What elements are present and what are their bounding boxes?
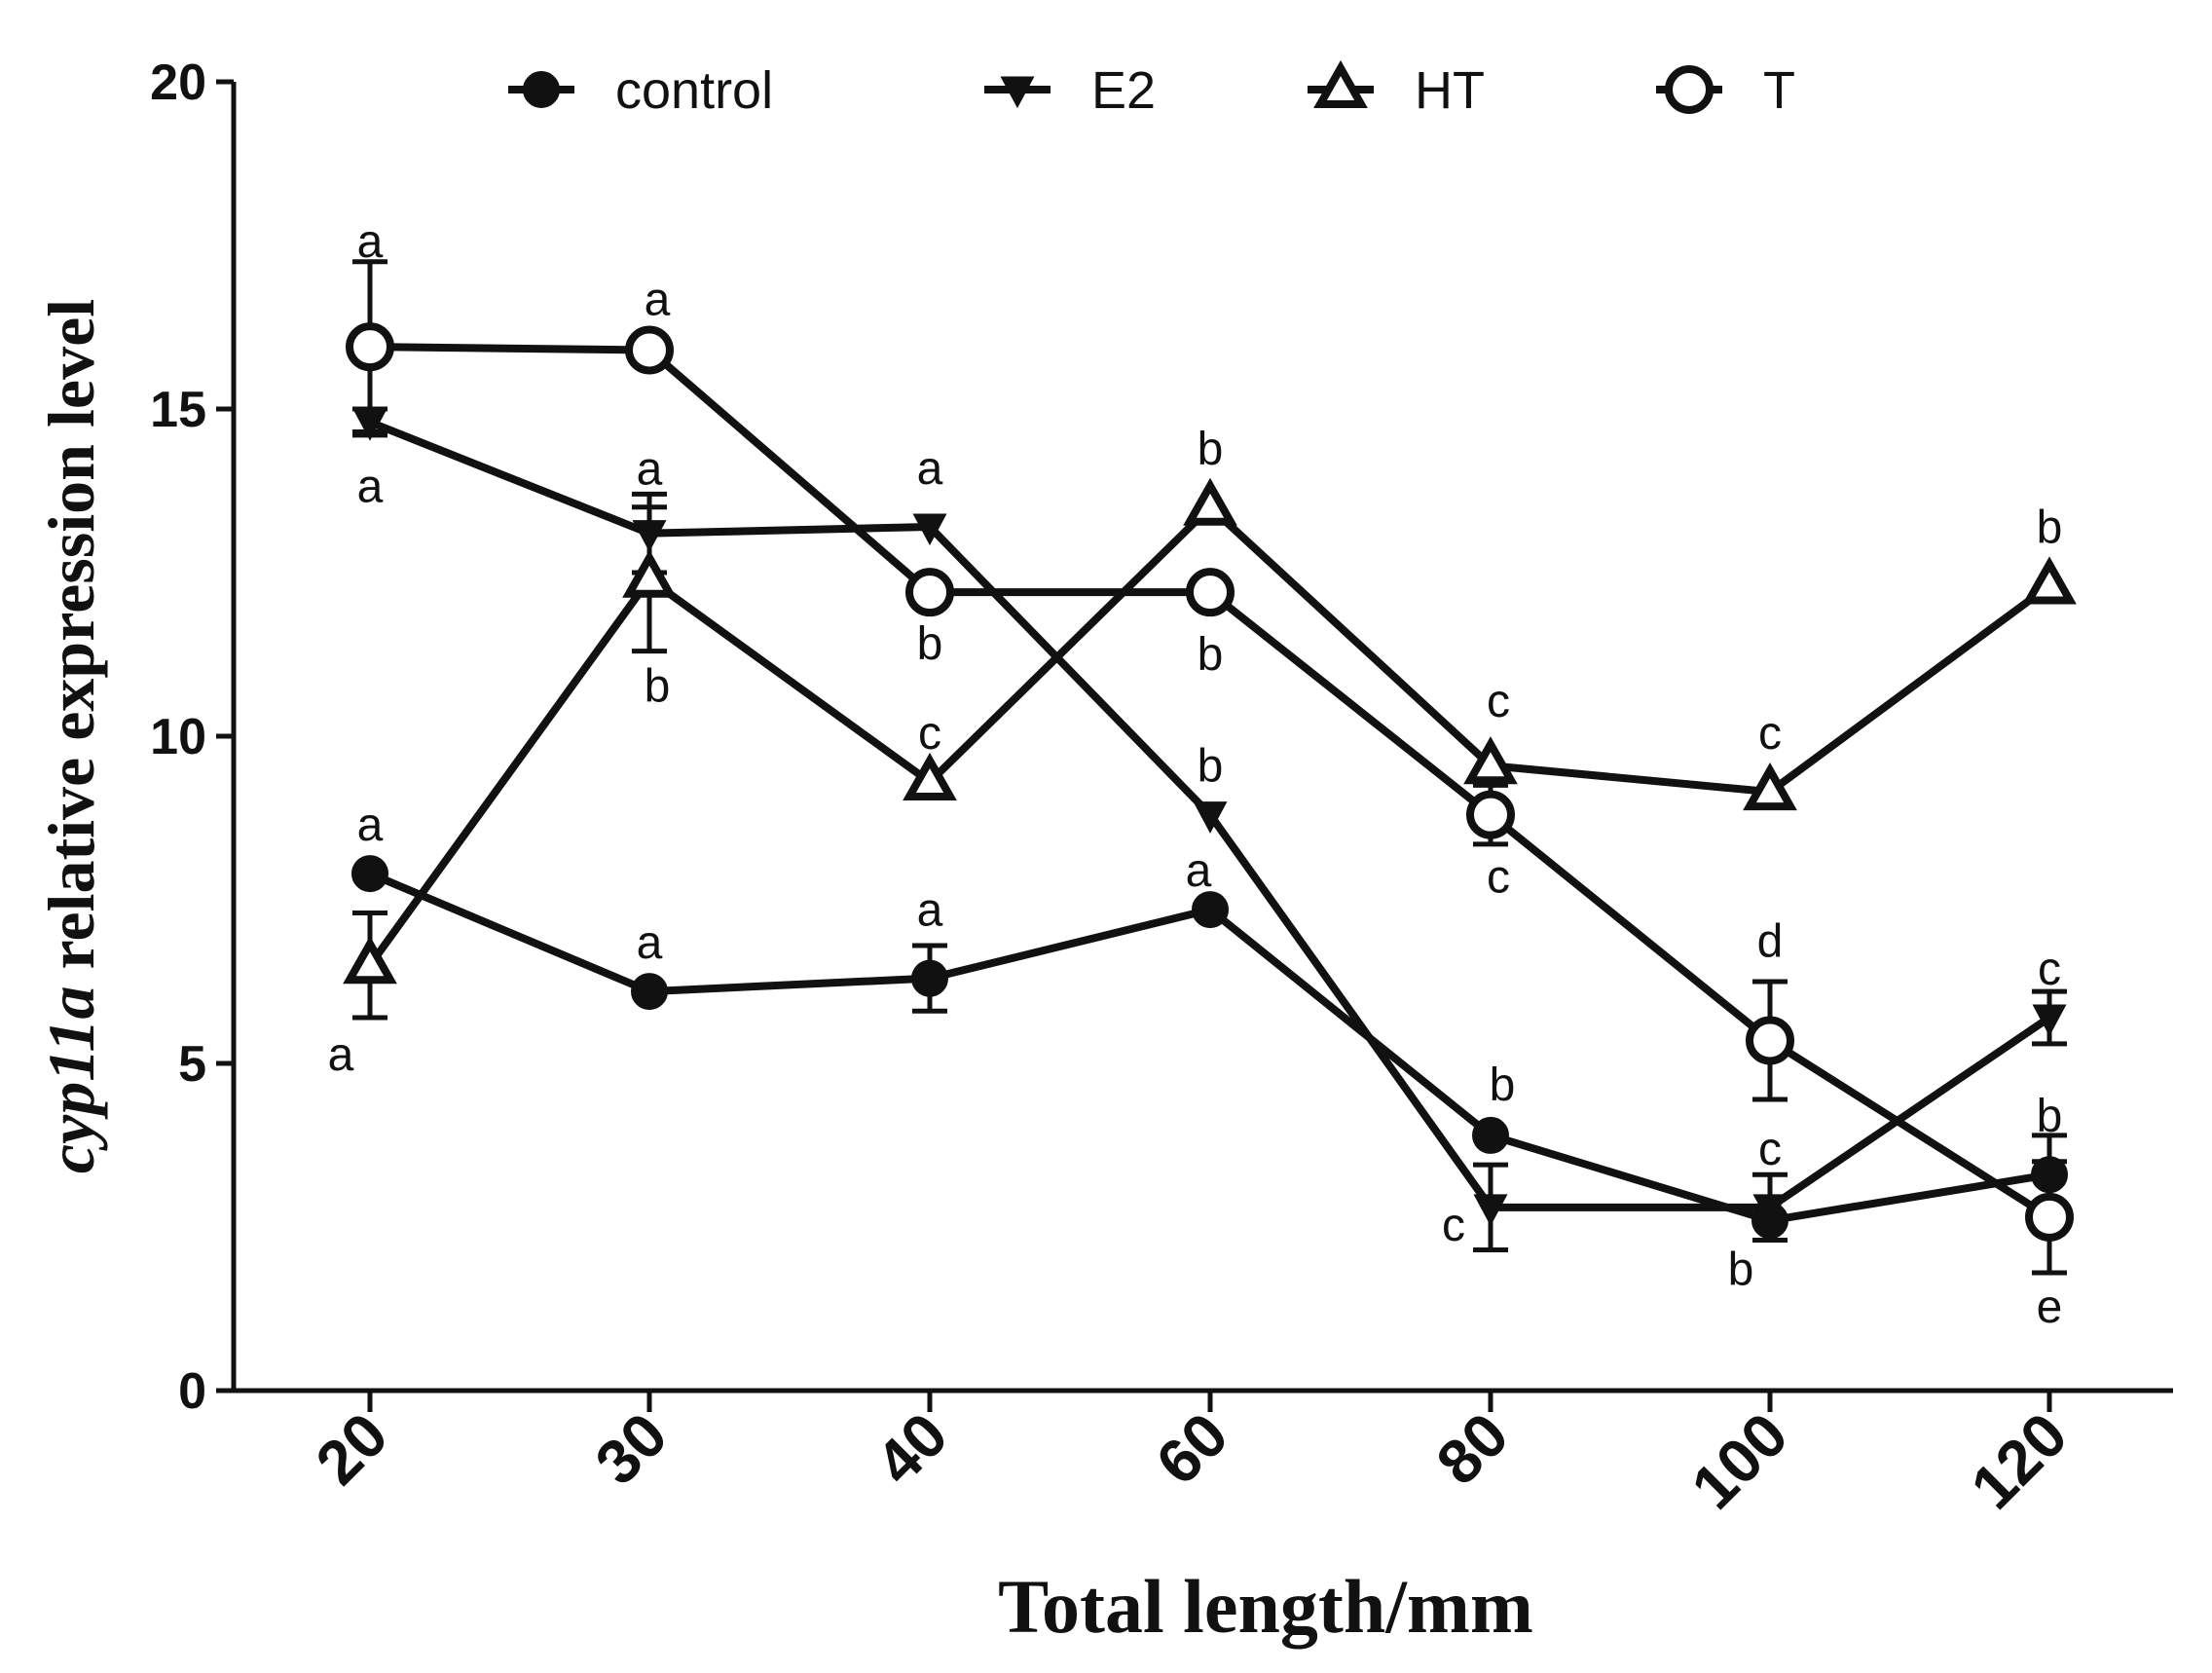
data-point-ht [622, 549, 677, 598]
legend-marker-t [1665, 65, 1714, 114]
significance-letter-e2: c [1758, 1124, 1782, 1175]
x-tick-label: 120 [1957, 1399, 2080, 1522]
series-ht [343, 477, 2077, 1021]
x-tick-label: 20 [303, 1399, 401, 1498]
data-point-t [1186, 568, 1235, 617]
y-tick-label: 0 [178, 1363, 206, 1420]
y-ticks: 0 5 10 15 20 [150, 55, 234, 1420]
significance-letter-control: a [917, 885, 943, 937]
significance-letter-t: d [1757, 915, 1784, 967]
data-point-e2 [2032, 1004, 2067, 1037]
data-point-ht [903, 752, 957, 801]
legend-marker-e2 [1000, 76, 1035, 109]
significance-letter-e2: b [1198, 741, 1224, 793]
axes [231, 82, 2173, 1394]
y-axis-title-rest: relative expression level [34, 299, 108, 986]
legend-item-control: control [508, 61, 773, 120]
significance-letter-ht: b [1198, 424, 1224, 475]
data-point-control [1472, 1116, 1509, 1154]
significance-letter-e2: c [1442, 1200, 1465, 1251]
legend-label-control: control [615, 61, 773, 120]
legend-item-e2: E2 [984, 61, 1156, 120]
y-tick-label: 5 [178, 1036, 206, 1093]
legend-marker-ht [1313, 59, 1368, 108]
data-point-e2 [912, 513, 947, 546]
significance-letter-ht: b [2037, 502, 2063, 553]
x-tick-label: 60 [1143, 1399, 1241, 1498]
y-tick-label: 10 [150, 709, 206, 765]
significance-letter-t: b [917, 618, 943, 670]
legend-label-ht: HT [1415, 61, 1485, 120]
data-point-control [1192, 891, 1229, 929]
data-point-t [2025, 1192, 2074, 1242]
significance-letter-e2: a [357, 461, 384, 512]
data-point-e2 [1473, 1194, 1508, 1227]
significance-letter-ht: c [1487, 676, 1510, 727]
data-point-control [911, 959, 948, 997]
legend: control E2 HT T [508, 59, 1795, 120]
data-point-control [631, 973, 668, 1011]
x-tick-label: 100 [1677, 1399, 1800, 1522]
legend-item-ht: HT [1308, 59, 1485, 120]
x-ticks: 20 30 40 60 80 100 120 [303, 1391, 2081, 1522]
series-t [346, 259, 2074, 1276]
legend-label-e2: E2 [1091, 61, 1156, 120]
significance-letter-control: b [2037, 1091, 2063, 1142]
data-point-control [351, 855, 388, 893]
significance-letter-t: a [645, 275, 671, 326]
data-point-ht [1743, 762, 1797, 811]
data-point-ht [343, 936, 397, 985]
data-point-t [905, 568, 954, 617]
significance-letter-t: b [1198, 629, 1224, 681]
significance-letter-control: a [357, 799, 384, 851]
legend-item-t: T [1656, 61, 1795, 120]
significance-letter-e2: a [917, 443, 943, 495]
significance-letter-control: b [1490, 1060, 1516, 1111]
significance-letter-ht: c [918, 708, 941, 760]
y-tick-label: 15 [150, 382, 206, 438]
legend-label-t: T [1763, 61, 1795, 120]
x-tick-label: 80 [1423, 1399, 1522, 1498]
legend-marker-control [523, 71, 560, 108]
data-point-ht [2022, 556, 2077, 605]
data-point-e2 [1752, 1194, 1788, 1227]
significance-letter-ht: c [1758, 708, 1782, 760]
series [343, 259, 2077, 1276]
significance-letter-t: c [1487, 852, 1510, 904]
significance-letter-control: a [637, 917, 663, 969]
significance-letter-e2: c [2038, 944, 2061, 995]
data-point-t [346, 322, 394, 372]
x-tick-label: 40 [863, 1399, 961, 1498]
significance-letter-ht: a [328, 1029, 354, 1081]
y-tick-label: 20 [150, 55, 206, 111]
data-point-t [1746, 1016, 1794, 1065]
data-point-ht [1463, 736, 1518, 785]
significance-letter-t: e [2037, 1282, 2063, 1333]
significance-letter-control: a [1186, 845, 1212, 897]
data-point-e2 [1193, 801, 1228, 834]
data-point-t [625, 325, 674, 375]
x-axis-title: Total length/mm [998, 1564, 1533, 1649]
y-axis-title-gene: cyp11a [34, 986, 108, 1174]
x-tick-label: 30 [582, 1399, 681, 1498]
significance-letter-t: a [357, 216, 384, 268]
significance-letter-control: b [1728, 1244, 1754, 1295]
significance-letter-ht: b [645, 661, 671, 713]
data-point-t [1466, 790, 1515, 839]
significance-letter-e2: a [637, 444, 663, 496]
data-point-ht [1183, 477, 1237, 526]
y-axis-title: cyp11a relative expression level [34, 299, 108, 1173]
series-e2 [352, 406, 2067, 1253]
